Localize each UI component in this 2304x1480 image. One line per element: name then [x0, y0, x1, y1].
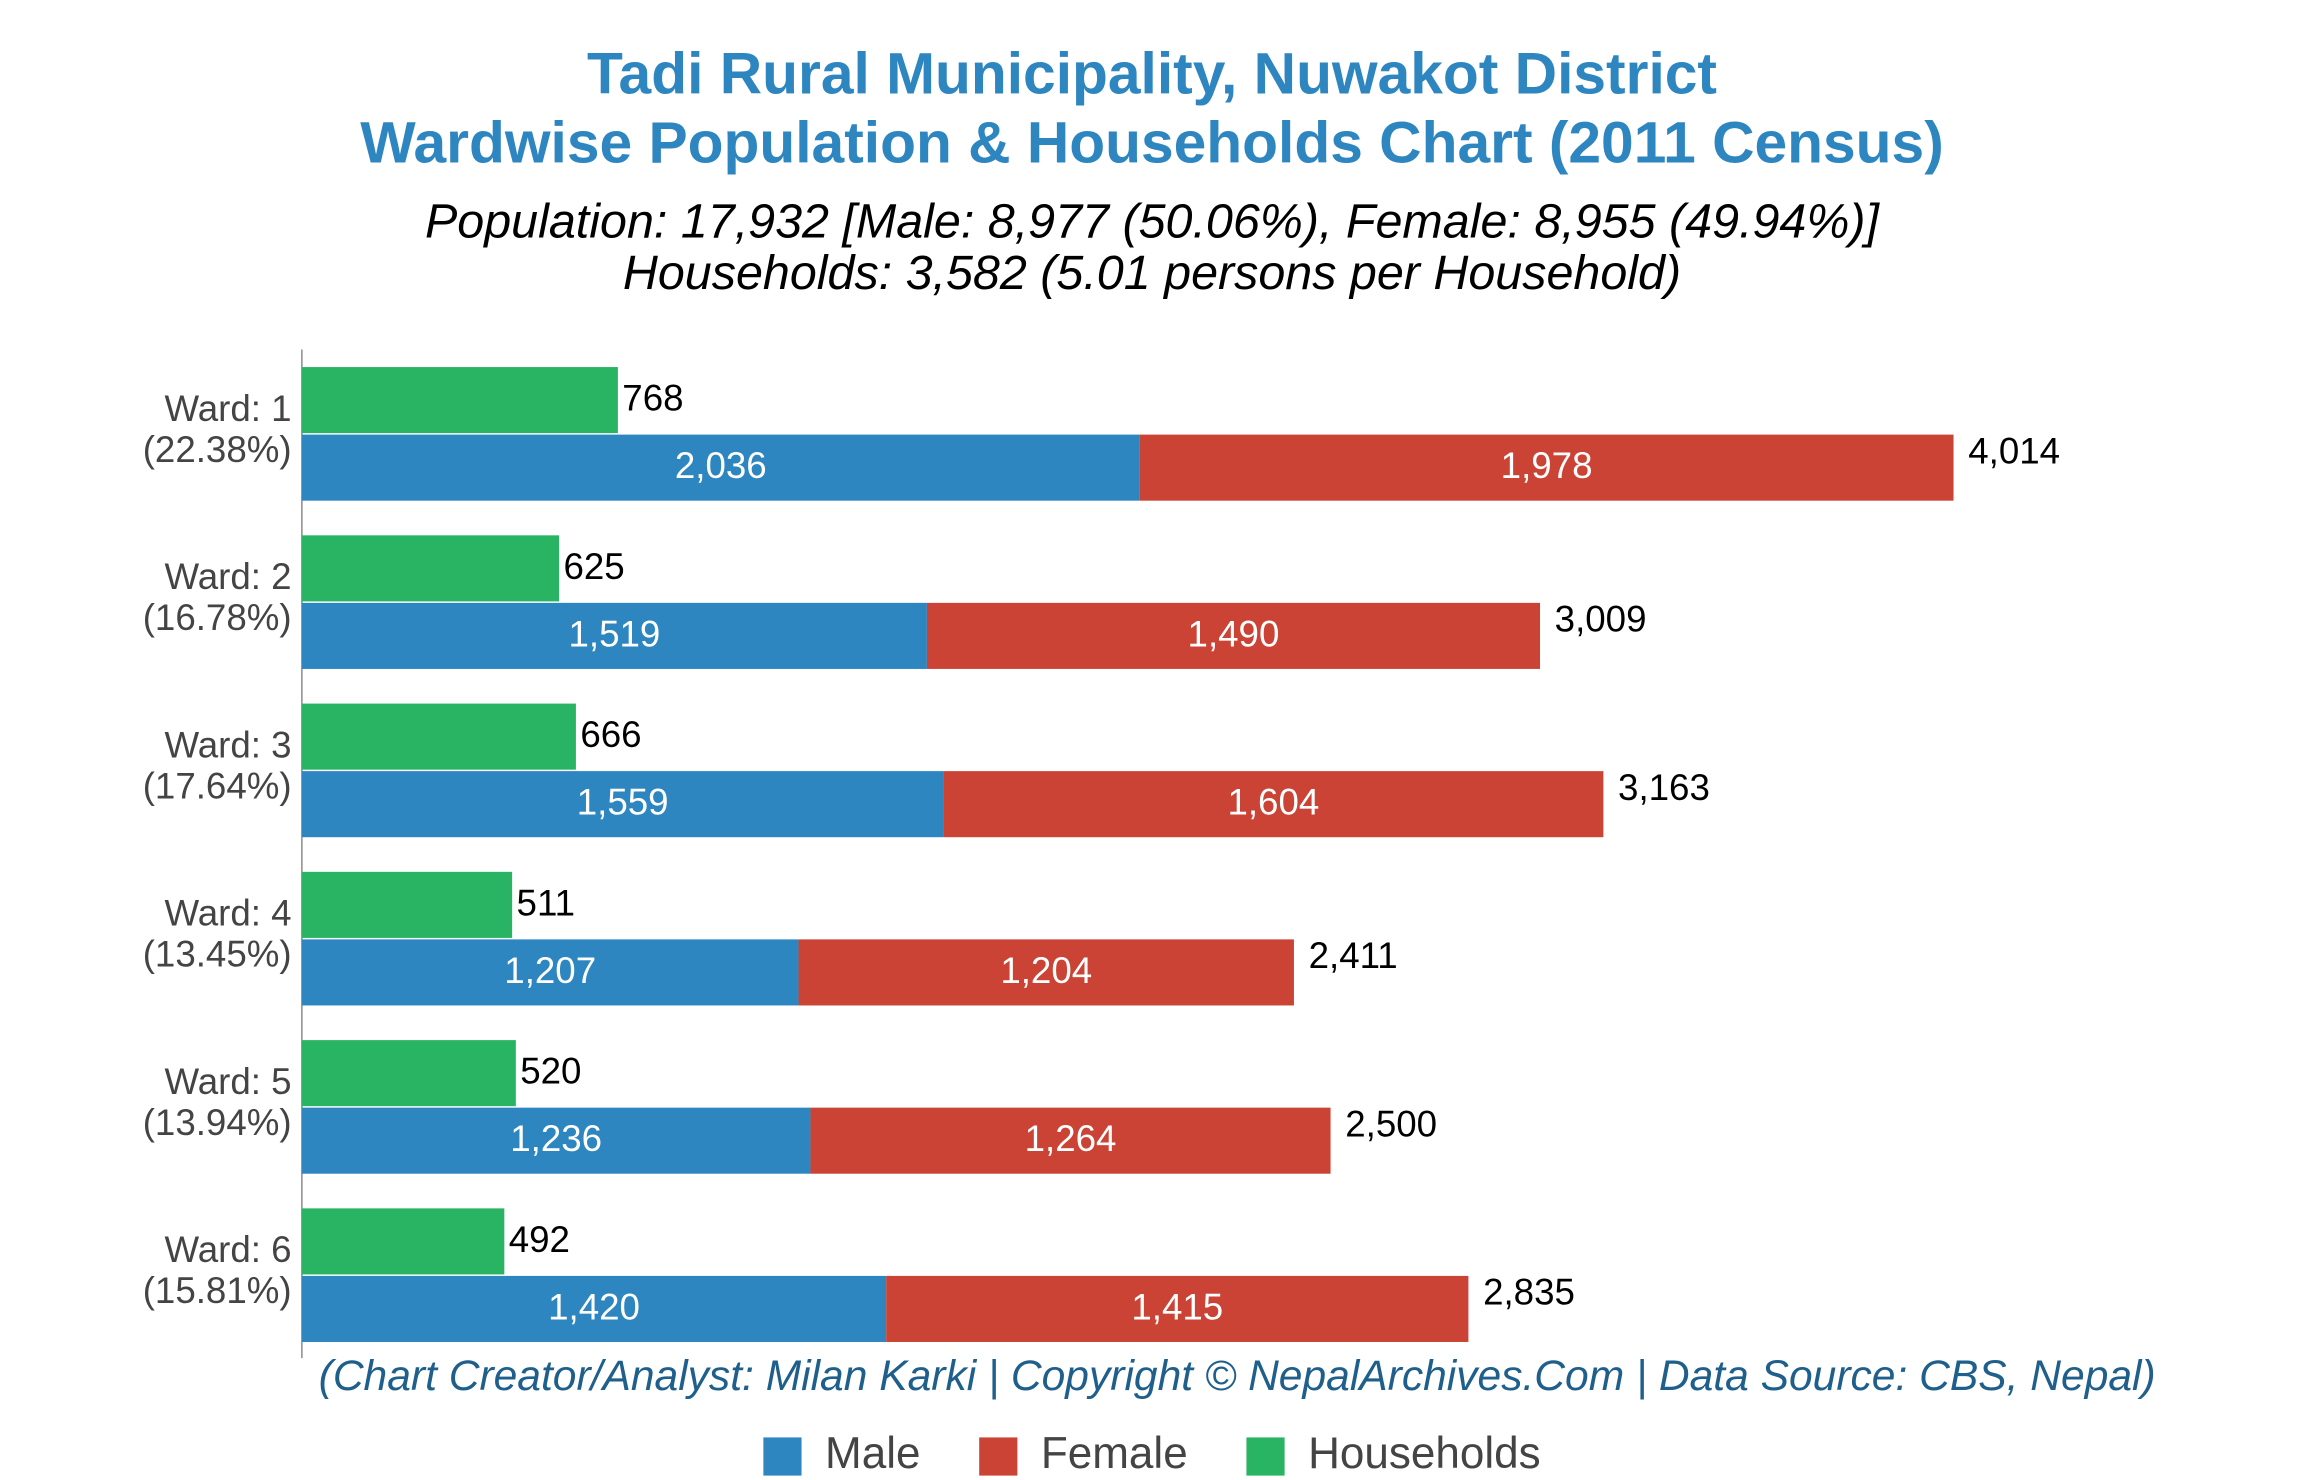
data-label: 2,036: [675, 445, 767, 486]
data-label: 1,264: [1025, 1118, 1117, 1159]
y-tick-label: (17.64%): [143, 765, 292, 806]
population-bar: [301, 434, 1140, 501]
data-label: 768: [622, 378, 683, 419]
data-label: 1,519: [568, 613, 660, 654]
data-label: 1,236: [510, 1118, 602, 1159]
population-bar: [301, 1107, 811, 1174]
data-label: 1,415: [1131, 1286, 1223, 1327]
data-label: 1,207: [504, 950, 596, 991]
total-label: 3,163: [1618, 767, 1710, 808]
household-bar: [301, 535, 560, 602]
household-bar: [301, 871, 513, 938]
y-tick-label: Ward: 6: [165, 1229, 292, 1270]
data-label: 511: [517, 882, 576, 923]
population-bar: [301, 771, 944, 838]
y-tick-label: Ward: 3: [165, 724, 292, 765]
y-tick-label: Ward: 4: [165, 893, 292, 934]
total-label: 4,014: [1968, 430, 2060, 471]
total-label: 3,009: [1555, 599, 1647, 640]
y-tick-label: Ward: 1: [165, 388, 292, 429]
population-bar: [301, 602, 927, 669]
chart-title: Tadi Rural Municipality, Nuwakot Distric…: [587, 41, 1717, 106]
data-label: 1,978: [1501, 445, 1593, 486]
y-tick-label: (13.94%): [143, 1102, 292, 1143]
data-label: 520: [520, 1051, 581, 1092]
legend-label: Female: [1041, 1429, 1188, 1478]
data-label: 1,559: [577, 782, 669, 823]
chart-subtitle: Population: 17,932 [Male: 8,977 (50.06%)…: [425, 194, 1881, 248]
y-tick-label: (22.38%): [143, 429, 292, 470]
legend-swatch: [1246, 1437, 1285, 1476]
data-label: 1,490: [1188, 613, 1280, 654]
total-label: 2,500: [1345, 1103, 1437, 1144]
household-bar: [301, 367, 618, 434]
data-label: 492: [509, 1219, 570, 1260]
population-bar: [798, 939, 1294, 1006]
y-tick-label: (13.45%): [143, 934, 292, 975]
y-tick-label: Ward: 5: [165, 1061, 292, 1102]
total-label: 2,411: [1309, 935, 1398, 976]
chart-subtitle: Households: 3,582 (5.01 persons per Hous…: [623, 246, 1681, 300]
household-bar: [301, 1040, 516, 1107]
y-tick-label: (16.78%): [143, 597, 292, 638]
y-tick-label: Ward: 2: [165, 556, 292, 597]
data-label: 625: [563, 546, 624, 587]
population-bar: [943, 771, 1604, 838]
household-bar: [301, 1208, 505, 1275]
data-label: 1,204: [1000, 950, 1092, 991]
population-bar: [810, 1107, 1331, 1174]
population-bar: [301, 1275, 887, 1342]
y-tick-label: (15.81%): [143, 1270, 292, 1311]
legend-swatch: [979, 1437, 1018, 1476]
population-bar: [886, 1275, 1469, 1342]
chart-title: Wardwise Population & Households Chart (…: [360, 110, 1944, 175]
legend-swatch: [763, 1437, 802, 1476]
data-label: 1,604: [1227, 782, 1319, 823]
data-label: 1,420: [548, 1286, 640, 1327]
population-bar: [1139, 434, 1954, 501]
legend-label: Male: [825, 1429, 920, 1478]
population-bar: [301, 939, 799, 1006]
total-label: 2,835: [1483, 1272, 1575, 1313]
population-bar: [926, 602, 1541, 669]
legend-label: Households: [1308, 1429, 1541, 1478]
household-bar: [301, 703, 576, 770]
data-label: 666: [580, 714, 641, 755]
chart-note: (Chart Creator/Analyst: Milan Karki | Co…: [319, 1352, 2156, 1400]
